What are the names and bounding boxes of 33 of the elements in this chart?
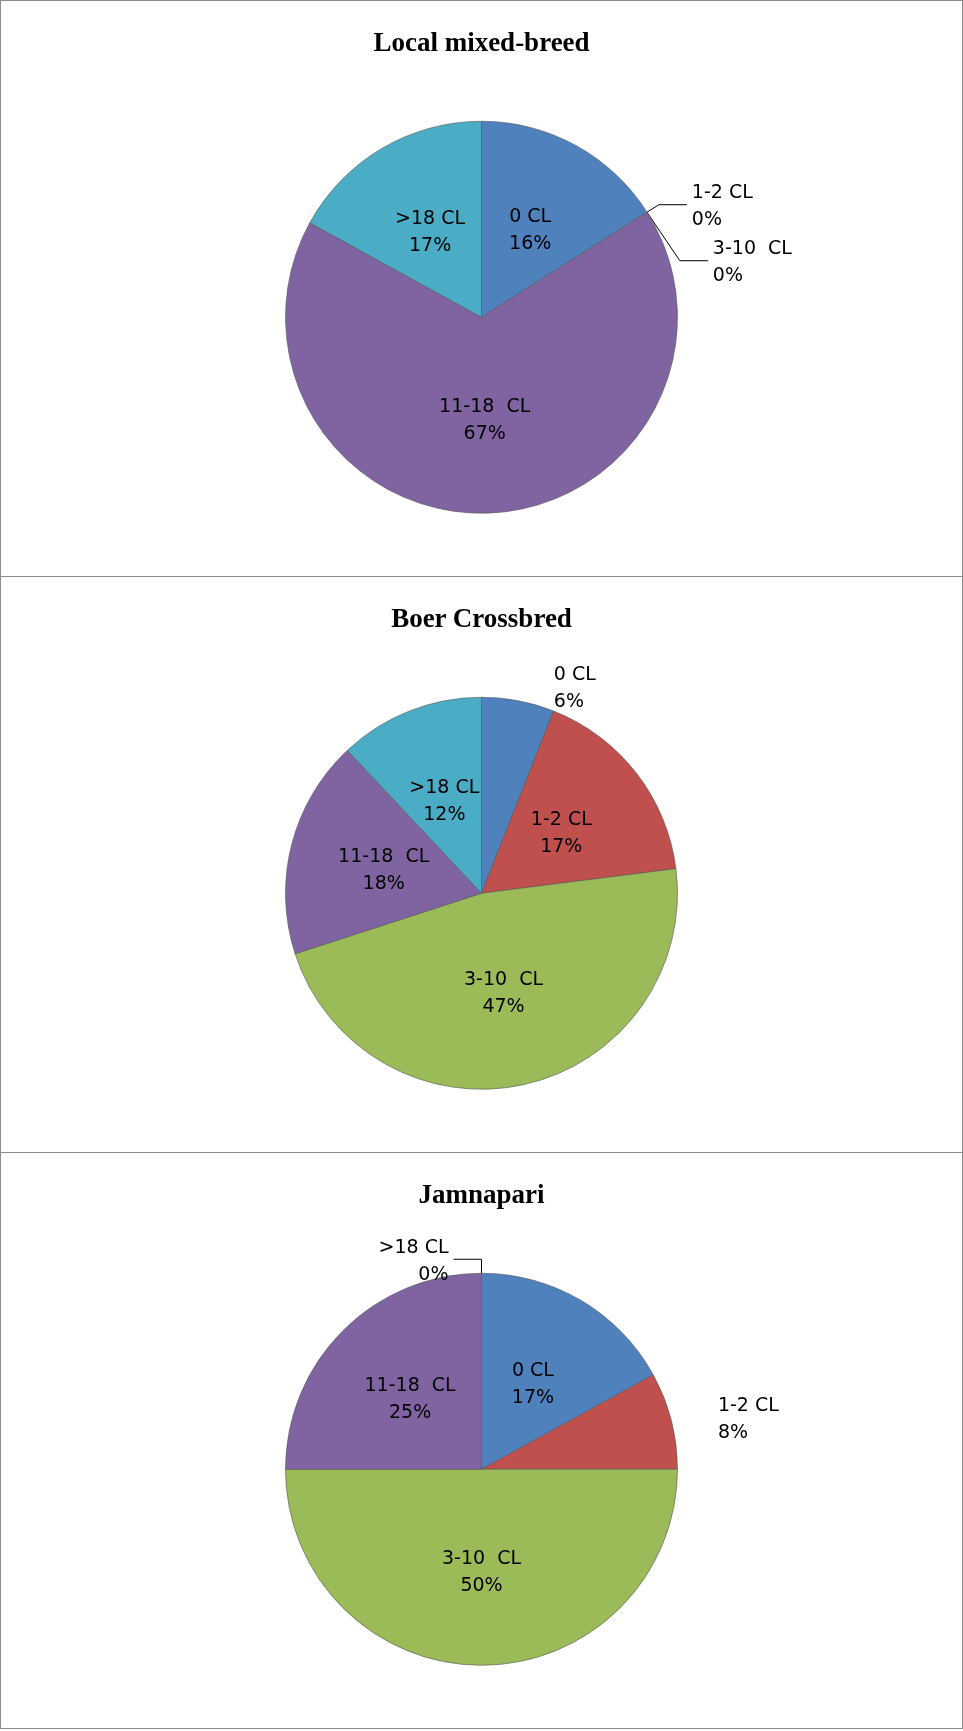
data-label: 47% [482,994,525,1017]
category-label: 1-2 CL [691,180,753,203]
slice-label: 3-10 CL [441,1545,522,1568]
slice-label: 11-18 CL [364,1373,457,1396]
category-label: >18 CL [378,1234,449,1257]
slice-label: 3-10 CL [464,967,544,990]
slice-label: 0 CL [553,662,597,685]
data-label: 6% [553,689,585,712]
slice-label: 1-2 CL [717,1392,780,1415]
slice-label: >18 CL [395,205,466,228]
chart-title: Local mixed-breed [373,26,590,57]
data-label: 17% [540,833,583,856]
slice-label: 1-2 CL [530,806,593,829]
chart-title: Jamnapari [418,1178,545,1209]
data-label: 17% [408,232,452,255]
data-label: 16% [509,231,552,254]
category-label: 3-10 CL [712,236,792,259]
data-label: 25% [388,1400,432,1423]
slice-label: 11-18 CL [439,393,531,416]
text: 0% [691,207,722,230]
text: 0% [712,263,744,286]
slice-label: >18 CL [409,774,480,797]
text: 0% [418,1261,449,1284]
data-label: 67% [463,420,506,443]
chart-title: Boer Crossbred [391,602,572,633]
slice-label: 0 CL [509,204,552,227]
data-label: 12% [423,801,466,824]
data-label: 18% [362,870,405,893]
data-label: 50% [460,1572,503,1595]
slice-label: 0 CL [511,1357,555,1380]
data-label: 8% [717,1419,749,1442]
data-label: 17% [511,1384,555,1407]
slice-label: 11-18 CL [338,843,430,866]
